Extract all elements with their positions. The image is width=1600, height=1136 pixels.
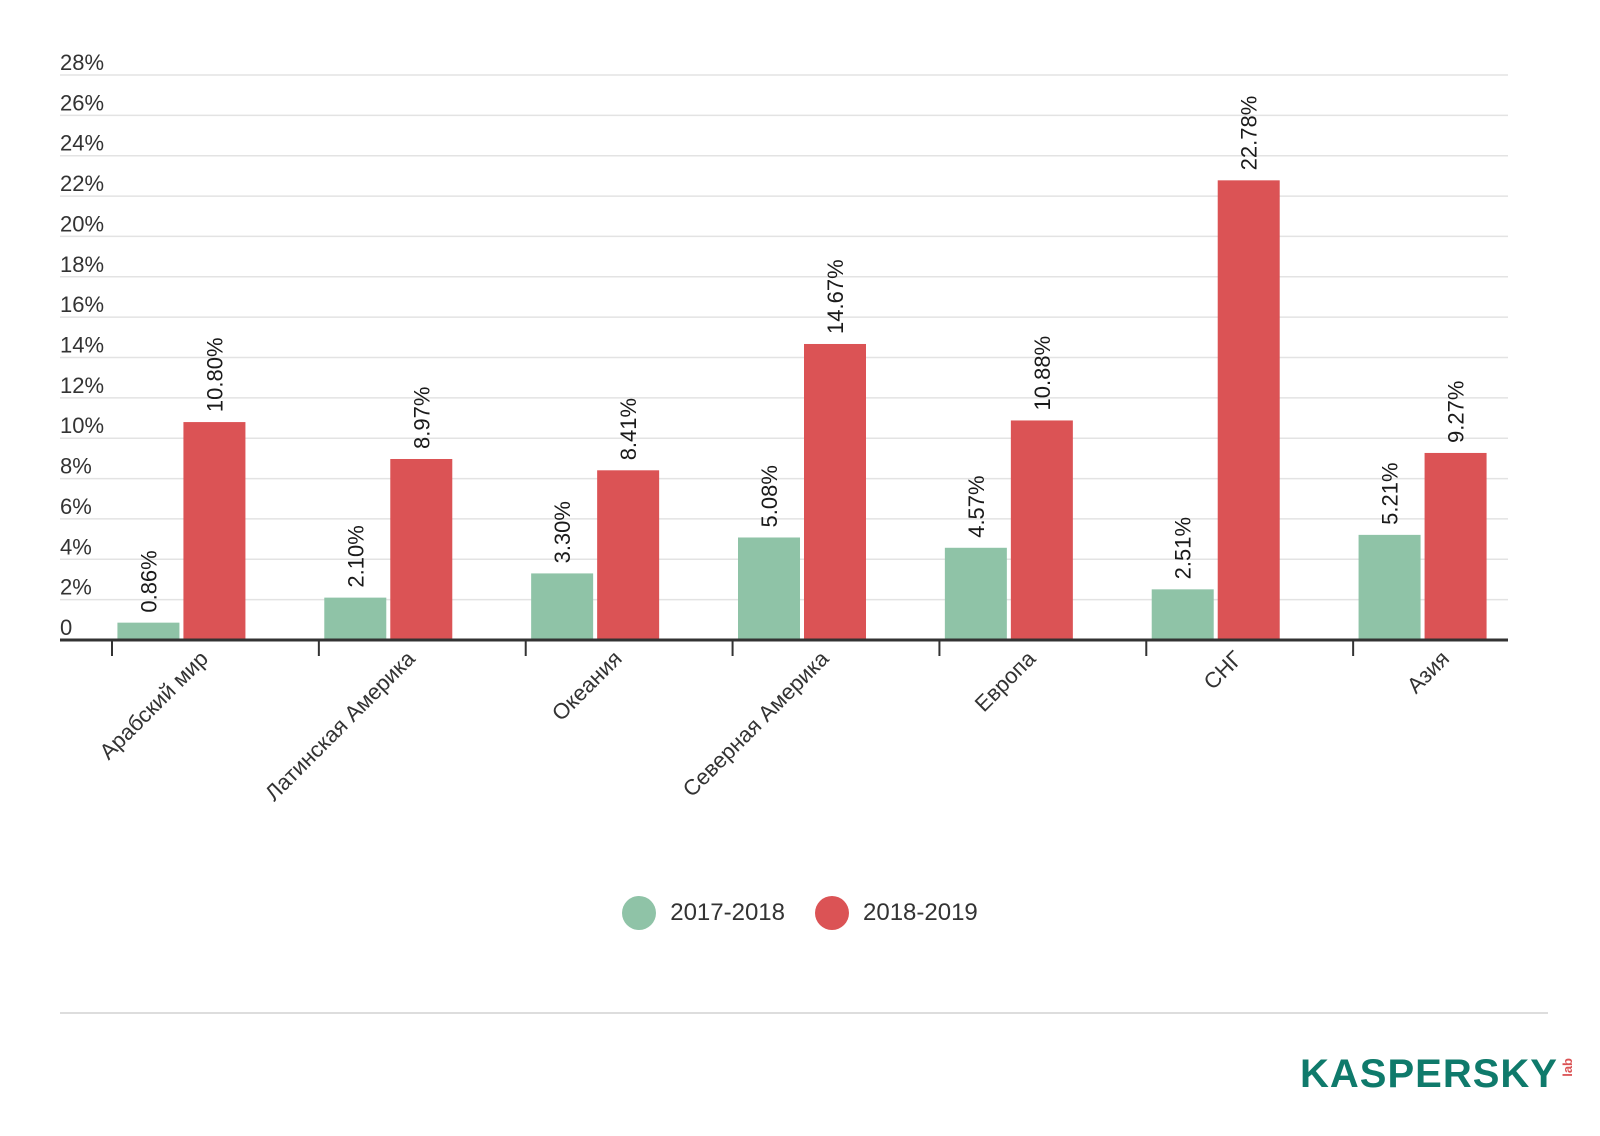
data-label: 4.57% [964, 475, 989, 537]
data-label: 5.08% [757, 465, 782, 527]
y-tick-label: 18% [60, 252, 104, 277]
x-category-label: Северная Америка [678, 645, 834, 801]
data-label: 10.88% [1030, 336, 1055, 411]
legend: 2017-2018 2018-2019 [0, 896, 1600, 930]
logo-text: KASPERSKY [1300, 1052, 1558, 1096]
bar-series1[interactable] [1151, 589, 1214, 640]
y-tick-label: 14% [60, 333, 104, 358]
data-label: 8.97% [409, 387, 434, 449]
bar-series1[interactable] [531, 573, 594, 640]
x-category-label: Азия [1402, 646, 1454, 698]
x-category-label: Латинская Америка [260, 645, 420, 805]
y-tick-label: 10% [60, 413, 104, 438]
x-category-label: Арабский мир [95, 646, 213, 764]
bar-series1[interactable] [1358, 534, 1421, 640]
legend-label-series1: 2017-2018 [670, 899, 785, 926]
bar-series2[interactable] [183, 422, 246, 640]
data-label: 22.78% [1237, 96, 1262, 171]
legend-item-series1[interactable]: 2017-2018 [622, 896, 785, 930]
bar-series1[interactable] [324, 597, 387, 640]
data-label: 10.80% [202, 337, 227, 412]
legend-item-series2[interactable]: 2018-2019 [815, 896, 978, 930]
bar-series2[interactable] [390, 458, 453, 640]
x-category-label: Европа [970, 645, 1041, 716]
y-tick-label: 4% [60, 534, 92, 559]
data-label: 3.30% [550, 501, 575, 563]
data-label: 2.10% [343, 525, 368, 587]
x-category-label: СНГ [1199, 646, 1248, 695]
bar-series1[interactable] [944, 547, 1007, 640]
bar-series2[interactable] [597, 470, 660, 640]
bar-series1[interactable] [117, 622, 180, 640]
logo-sub: lab [1559, 1058, 1575, 1077]
data-label: 0.86% [136, 550, 161, 612]
data-label: 2.51% [1171, 517, 1196, 579]
legend-swatch-series1 [622, 896, 657, 930]
y-tick-label: 6% [60, 494, 92, 519]
y-tick-label: 24% [60, 131, 104, 156]
data-label: 14.67% [823, 259, 848, 334]
legend-swatch-series2 [815, 896, 849, 930]
bar-chart: 0 2% 4% 6% 8% 10% 12% 14% 16% 18% 20% 22% 24% 26% 28% 0… [60, 50, 1508, 806]
bar-series2[interactable] [1424, 452, 1487, 640]
y-tick-label: 2% [60, 575, 92, 600]
y-tick-label: 0 [60, 615, 72, 640]
bar-series2[interactable] [1010, 420, 1073, 640]
y-tick-label: 20% [60, 211, 104, 236]
kaspersky-logo: KASPERSKY lab [1300, 1052, 1575, 1097]
y-tick-label: 16% [60, 292, 104, 317]
y-tick-label: 12% [60, 373, 104, 398]
bar-series2[interactable] [804, 343, 866, 640]
x-category-label: Океания [547, 646, 627, 726]
y-tick-label: 22% [60, 171, 104, 196]
data-label: 8.41% [616, 398, 641, 460]
y-tick-label: 26% [60, 90, 104, 115]
y-tick-label: 28% [60, 50, 104, 75]
y-tick-label: 8% [60, 454, 92, 479]
legend-label-series2: 2018-2019 [863, 899, 978, 926]
bar-series2[interactable] [1217, 180, 1280, 640]
footer-divider [60, 1012, 1548, 1014]
bar-series1[interactable] [738, 537, 800, 640]
data-label: 5.21% [1378, 462, 1403, 524]
data-label: 9.27% [1444, 381, 1469, 443]
